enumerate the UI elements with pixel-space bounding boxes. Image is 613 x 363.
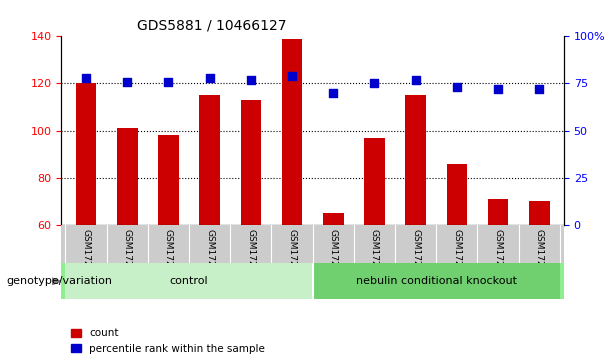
Text: GSM1720848: GSM1720848 [205, 229, 214, 289]
Bar [446, 164, 467, 225]
Text: GSM1720854: GSM1720854 [452, 229, 462, 289]
Point [164, 79, 173, 85]
Text: GSM1720850: GSM1720850 [287, 229, 297, 290]
Bar [282, 38, 302, 225]
Bar [199, 95, 220, 225]
Text: GSM1720846: GSM1720846 [123, 229, 132, 289]
Point [287, 73, 297, 79]
Point [329, 90, 338, 96]
Bar [76, 83, 96, 225]
Polygon shape [52, 278, 61, 285]
Text: nebulin conditional knockout: nebulin conditional knockout [356, 276, 517, 286]
Text: control: control [170, 276, 208, 286]
Bar [323, 213, 343, 225]
Bar [158, 135, 179, 225]
Text: GSM1720851: GSM1720851 [329, 229, 338, 290]
Point [81, 75, 91, 81]
Point [246, 77, 256, 83]
Bar [364, 138, 385, 225]
Bar [313, 263, 560, 299]
Text: GSM1720855: GSM1720855 [493, 229, 503, 290]
Text: genotype/variation: genotype/variation [6, 276, 112, 286]
Bar [117, 128, 137, 225]
Text: GSM1720847: GSM1720847 [164, 229, 173, 289]
Bar [405, 95, 426, 225]
Text: GSM1720852: GSM1720852 [370, 229, 379, 289]
Point [493, 86, 503, 92]
Text: GSM1720845: GSM1720845 [82, 229, 91, 289]
Point [535, 86, 544, 92]
Bar [66, 263, 313, 299]
Text: GSM1720856: GSM1720856 [535, 229, 544, 290]
Bar [488, 199, 508, 225]
Point [370, 81, 379, 86]
Bar [240, 100, 261, 225]
Bar [529, 201, 549, 225]
Point [452, 84, 462, 90]
Text: GSM1720849: GSM1720849 [246, 229, 256, 289]
Text: GSM1720853: GSM1720853 [411, 229, 420, 290]
Legend: count, percentile rank within the sample: count, percentile rank within the sample [66, 324, 270, 358]
Point [205, 75, 215, 81]
Point [411, 77, 421, 83]
Point [123, 79, 132, 85]
Text: GDS5881 / 10466127: GDS5881 / 10466127 [137, 19, 286, 32]
